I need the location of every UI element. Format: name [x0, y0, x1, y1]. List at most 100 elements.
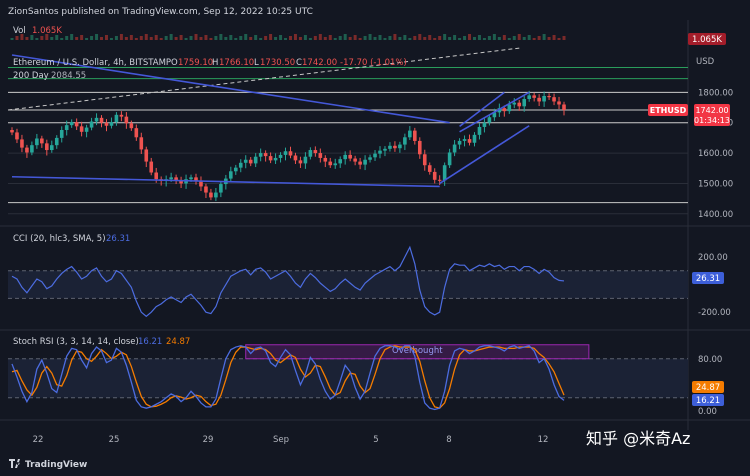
candle-body[interactable] [124, 116, 129, 124]
trendline[interactable] [459, 91, 505, 127]
cci-line[interactable] [11, 245, 565, 318]
candle-body[interactable] [263, 153, 268, 157]
candle-body[interactable] [398, 144, 402, 149]
candle-body[interactable] [40, 138, 44, 144]
candle-body[interactable] [368, 157, 372, 160]
candle-body[interactable] [353, 158, 357, 162]
candle-body[interactable] [457, 140, 462, 145]
candle-body[interactable] [169, 177, 173, 180]
candle-body[interactable] [502, 108, 507, 112]
candle-body[interactable] [358, 161, 362, 165]
candle-body[interactable] [313, 150, 318, 154]
candle-body[interactable] [507, 104, 512, 112]
candle-body[interactable] [482, 122, 487, 127]
candle-body[interactable] [517, 102, 522, 107]
candle-body[interactable] [243, 159, 248, 163]
candle-body[interactable] [204, 186, 208, 193]
tradingview-logo[interactable]: TradingView [8, 458, 87, 470]
candle-body[interactable] [129, 123, 134, 129]
stoch-rsi-pane[interactable]: Overbought [8, 344, 688, 411]
candle-body[interactable] [174, 177, 178, 181]
candle-body[interactable] [94, 117, 99, 122]
candle-body[interactable] [189, 177, 193, 180]
candle-body[interactable] [432, 171, 437, 180]
candle-body[interactable] [15, 132, 19, 140]
candle-body[interactable] [427, 165, 432, 172]
candle-body[interactable] [134, 128, 139, 138]
candle-body[interactable] [422, 154, 427, 166]
candle-body[interactable] [328, 161, 333, 166]
candle-body[interactable] [378, 150, 382, 154]
candle-body[interactable] [472, 134, 477, 143]
main-price-pane[interactable] [7, 34, 688, 204]
candle-body[interactable] [89, 121, 94, 128]
candle-body[interactable] [273, 157, 278, 161]
candle-body[interactable] [413, 130, 417, 141]
candle-body[interactable] [318, 153, 323, 158]
candle-body[interactable] [527, 95, 531, 100]
candle-body[interactable] [238, 162, 243, 168]
candle-body[interactable] [139, 137, 144, 150]
candle-body[interactable] [219, 184, 223, 193]
candle-body[interactable] [288, 151, 293, 156]
candle-body[interactable] [338, 159, 343, 164]
candle-body[interactable] [373, 153, 377, 158]
candle-body[interactable] [253, 156, 258, 164]
candle-body[interactable] [79, 126, 84, 132]
candle-body[interactable] [84, 127, 89, 132]
trendline[interactable] [439, 125, 530, 185]
candle-body[interactable] [343, 154, 347, 160]
candle-body[interactable] [348, 154, 352, 159]
candle-body[interactable] [179, 180, 183, 184]
candle-body[interactable] [69, 122, 74, 126]
candle-body[interactable] [74, 122, 79, 127]
candle-body[interactable] [10, 129, 14, 133]
candle-body[interactable] [154, 172, 159, 180]
candle-body[interactable] [393, 145, 397, 149]
candle-body[interactable] [497, 108, 502, 113]
candle-body[interactable] [268, 156, 273, 161]
candle-body[interactable] [229, 171, 233, 179]
candle-body[interactable] [214, 192, 218, 198]
candle-body[interactable] [308, 150, 313, 157]
candle-body[interactable] [333, 163, 338, 166]
candle-body[interactable] [144, 149, 149, 162]
candle-body[interactable] [462, 139, 467, 141]
candle-body[interactable] [199, 181, 203, 187]
candle-body[interactable] [119, 114, 124, 117]
candle-body[interactable] [59, 129, 64, 138]
candle-body[interactable] [248, 159, 253, 164]
candle-body[interactable] [293, 155, 298, 161]
candle-body[interactable] [194, 177, 198, 182]
candle-body[interactable] [552, 97, 556, 102]
candle-body[interactable] [537, 97, 541, 102]
candle-body[interactable] [109, 122, 114, 126]
candle-body[interactable] [20, 139, 24, 148]
candle-body[interactable] [403, 137, 407, 145]
candle-body[interactable] [149, 161, 154, 173]
candle-body[interactable] [209, 192, 213, 198]
stoch-k-line[interactable] [11, 345, 565, 411]
trendline[interactable] [11, 54, 450, 124]
candle-body[interactable] [258, 153, 263, 157]
candle-body[interactable] [283, 151, 288, 155]
candle-body[interactable] [512, 102, 517, 105]
candle-body[interactable] [25, 147, 29, 153]
candle-body[interactable] [408, 130, 412, 138]
candle-body[interactable] [562, 104, 566, 110]
trendline[interactable] [459, 91, 530, 133]
candle-body[interactable] [467, 139, 472, 143]
candle-body[interactable] [522, 99, 527, 107]
trendline[interactable] [11, 175, 440, 188]
candle-body[interactable] [99, 117, 104, 123]
candle-body[interactable] [447, 152, 452, 166]
candle-body[interactable] [114, 114, 119, 123]
candle-body[interactable] [363, 159, 367, 165]
candle-body[interactable] [233, 167, 238, 172]
candle-body[interactable] [487, 117, 492, 123]
candle-body[interactable] [35, 138, 39, 146]
candle-body[interactable] [477, 126, 482, 135]
candle-body[interactable] [30, 145, 34, 153]
candle-body[interactable] [437, 179, 442, 181]
candle-body[interactable] [417, 140, 422, 155]
